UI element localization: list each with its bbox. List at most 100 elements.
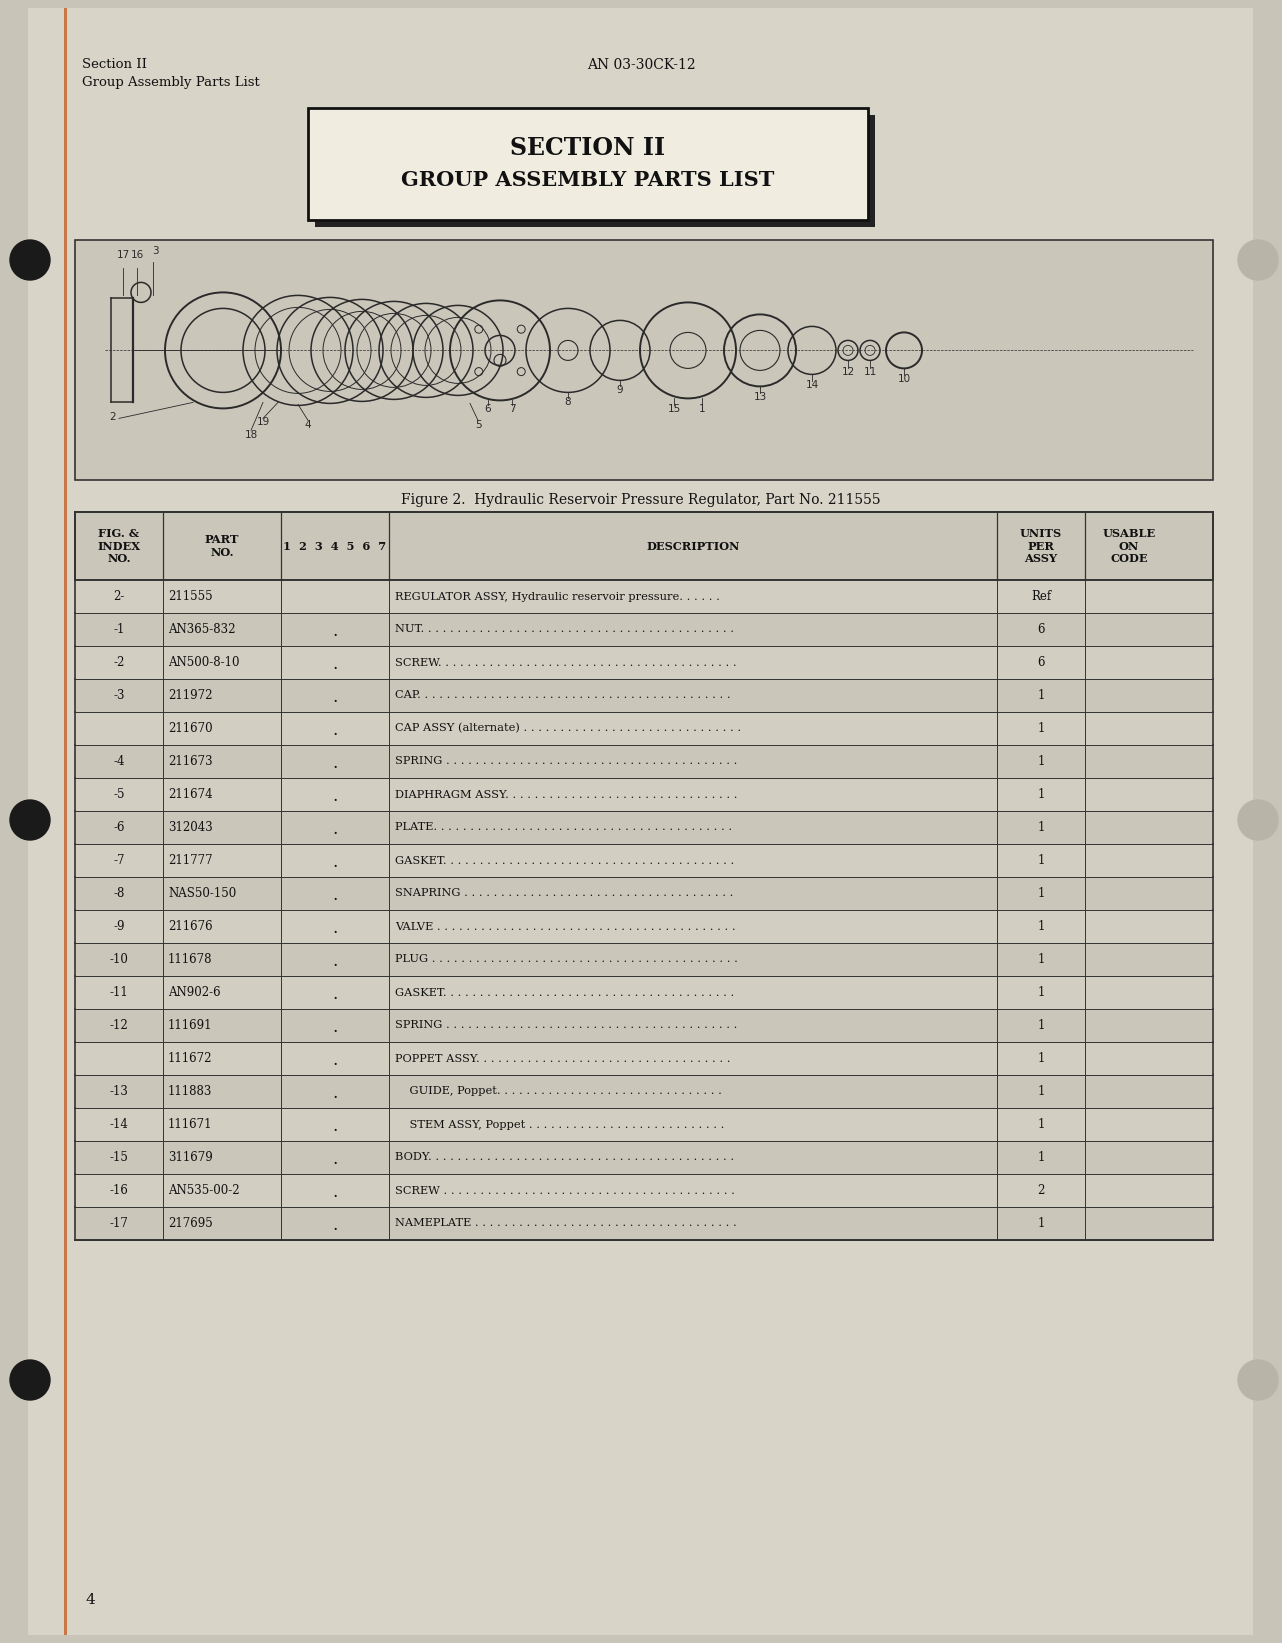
- Text: 1: 1: [1037, 721, 1045, 734]
- Text: 1  2  3  4  5  6  7: 1 2 3 4 5 6 7: [283, 541, 387, 552]
- Text: -12: -12: [110, 1019, 128, 1032]
- Text: .: .: [332, 1152, 337, 1168]
- Text: .: .: [332, 920, 337, 937]
- Bar: [76, 513, 1213, 580]
- Text: -9: -9: [113, 920, 124, 933]
- Text: 6: 6: [1037, 623, 1045, 636]
- Text: PLATE. . . . . . . . . . . . . . . . . . . . . . . . . . . . . . . . . . . . . .: PLATE. . . . . . . . . . . . . . . . . .…: [395, 823, 732, 833]
- Text: Figure 2.  Hydraulic Reservoir Pressure Regulator, Part No. 211555: Figure 2. Hydraulic Reservoir Pressure R…: [401, 493, 881, 508]
- Text: 1: 1: [1037, 920, 1045, 933]
- Text: 1: 1: [1037, 822, 1045, 835]
- Text: USABLE
ON
CODE: USABLE ON CODE: [1103, 527, 1155, 564]
- Text: -3: -3: [113, 688, 124, 702]
- Text: REGULATOR ASSY, Hydraulic reservoir pressure. . . . . .: REGULATOR ASSY, Hydraulic reservoir pres…: [395, 591, 720, 601]
- Text: 13: 13: [754, 393, 767, 403]
- Text: 211972: 211972: [168, 688, 213, 702]
- Text: 1: 1: [1037, 688, 1045, 702]
- Bar: [76, 779, 1213, 812]
- Text: 17: 17: [117, 250, 129, 260]
- Text: .: .: [332, 1217, 337, 1234]
- Text: PART
NO.: PART NO.: [205, 534, 240, 559]
- Text: SPRING . . . . . . . . . . . . . . . . . . . . . . . . . . . . . . . . . . . . .: SPRING . . . . . . . . . . . . . . . . .…: [395, 756, 737, 767]
- Text: CAP. . . . . . . . . . . . . . . . . . . . . . . . . . . . . . . . . . . . . . .: CAP. . . . . . . . . . . . . . . . . . .…: [395, 690, 731, 700]
- Bar: [76, 679, 1213, 711]
- Circle shape: [10, 800, 50, 840]
- Text: 311679: 311679: [168, 1152, 213, 1163]
- Bar: [76, 910, 1213, 943]
- Text: -14: -14: [109, 1117, 128, 1130]
- Text: 211674: 211674: [168, 789, 213, 802]
- Text: 1: 1: [1037, 1217, 1045, 1231]
- Text: NUT. . . . . . . . . . . . . . . . . . . . . . . . . . . . . . . . . . . . . . .: NUT. . . . . . . . . . . . . . . . . . .…: [395, 624, 735, 634]
- Text: -1: -1: [113, 623, 124, 636]
- Text: .: .: [332, 623, 337, 641]
- Text: AN902-6: AN902-6: [168, 986, 221, 999]
- Text: -17: -17: [109, 1217, 128, 1231]
- Bar: [64, 8, 67, 1635]
- Text: 1: 1: [1037, 756, 1045, 767]
- Text: 12: 12: [841, 368, 855, 378]
- Text: 211777: 211777: [168, 854, 213, 868]
- Text: .: .: [332, 953, 337, 969]
- Bar: [315, 115, 876, 227]
- Text: .: .: [332, 656, 337, 674]
- Text: BODY. . . . . . . . . . . . . . . . . . . . . . . . . . . . . . . . . . . . . . : BODY. . . . . . . . . . . . . . . . . . …: [395, 1152, 735, 1163]
- Text: 4: 4: [85, 1594, 95, 1607]
- Text: -4: -4: [113, 756, 124, 767]
- Text: 6: 6: [1037, 656, 1045, 669]
- Text: SCREW. . . . . . . . . . . . . . . . . . . . . . . . . . . . . . . . . . . . . .: SCREW. . . . . . . . . . . . . . . . . .…: [395, 657, 737, 667]
- Text: NAS50-150: NAS50-150: [168, 887, 236, 900]
- Bar: [308, 108, 868, 220]
- Text: -2: -2: [113, 656, 124, 669]
- Text: 9: 9: [617, 386, 623, 396]
- Text: 7: 7: [509, 404, 515, 414]
- Text: GASKET. . . . . . . . . . . . . . . . . . . . . . . . . . . . . . . . . . . . . : GASKET. . . . . . . . . . . . . . . . . …: [395, 856, 735, 866]
- Text: GROUP ASSEMBLY PARTS LIST: GROUP ASSEMBLY PARTS LIST: [401, 169, 774, 191]
- Text: AN535-00-2: AN535-00-2: [168, 1185, 240, 1198]
- Text: .: .: [332, 1019, 337, 1037]
- Text: Group Assembly Parts List: Group Assembly Parts List: [82, 76, 260, 89]
- Text: .: .: [332, 756, 337, 772]
- Text: DIAPHRAGM ASSY. . . . . . . . . . . . . . . . . . . . . . . . . . . . . . . .: DIAPHRAGM ASSY. . . . . . . . . . . . . …: [395, 790, 737, 800]
- Bar: [76, 845, 1213, 877]
- Text: 8: 8: [564, 398, 572, 407]
- Text: 1: 1: [1037, 854, 1045, 868]
- Text: .: .: [332, 789, 337, 805]
- Text: 211670: 211670: [168, 721, 213, 734]
- Text: 1: 1: [1037, 1152, 1045, 1163]
- Text: PLUG . . . . . . . . . . . . . . . . . . . . . . . . . . . . . . . . . . . . . .: PLUG . . . . . . . . . . . . . . . . . .…: [395, 955, 738, 964]
- Text: .: .: [332, 822, 337, 838]
- Bar: [76, 1208, 1213, 1240]
- Bar: [76, 943, 1213, 976]
- Bar: [76, 1075, 1213, 1107]
- Text: -13: -13: [109, 1084, 128, 1098]
- Circle shape: [1238, 240, 1278, 279]
- Text: 211555: 211555: [168, 590, 213, 603]
- Text: AN365-832: AN365-832: [168, 623, 236, 636]
- Text: -6: -6: [113, 822, 124, 835]
- Text: 1: 1: [1037, 887, 1045, 900]
- Text: 15: 15: [668, 404, 681, 414]
- Bar: [76, 646, 1213, 679]
- Text: 111691: 111691: [168, 1019, 213, 1032]
- Text: 11: 11: [863, 368, 877, 378]
- Text: SNAPRING . . . . . . . . . . . . . . . . . . . . . . . . . . . . . . . . . . . .: SNAPRING . . . . . . . . . . . . . . . .…: [395, 889, 733, 899]
- Text: 1: 1: [699, 404, 705, 414]
- Text: CAP ASSY (alternate) . . . . . . . . . . . . . . . . . . . . . . . . . . . . . .: CAP ASSY (alternate) . . . . . . . . . .…: [395, 723, 741, 734]
- Text: 1: 1: [1037, 953, 1045, 966]
- Text: 211676: 211676: [168, 920, 213, 933]
- Text: 2: 2: [110, 412, 117, 422]
- Bar: [76, 877, 1213, 910]
- Text: 4: 4: [305, 421, 312, 430]
- Bar: [76, 613, 1213, 646]
- Text: 14: 14: [805, 381, 819, 391]
- Circle shape: [1238, 800, 1278, 840]
- Text: .: .: [332, 1052, 337, 1070]
- Text: 111883: 111883: [168, 1084, 213, 1098]
- Text: 111678: 111678: [168, 953, 213, 966]
- Bar: [76, 240, 1213, 480]
- Text: DESCRIPTION: DESCRIPTION: [646, 541, 740, 552]
- Circle shape: [1238, 1360, 1278, 1400]
- Text: 111672: 111672: [168, 1052, 213, 1065]
- Text: 217695: 217695: [168, 1217, 213, 1231]
